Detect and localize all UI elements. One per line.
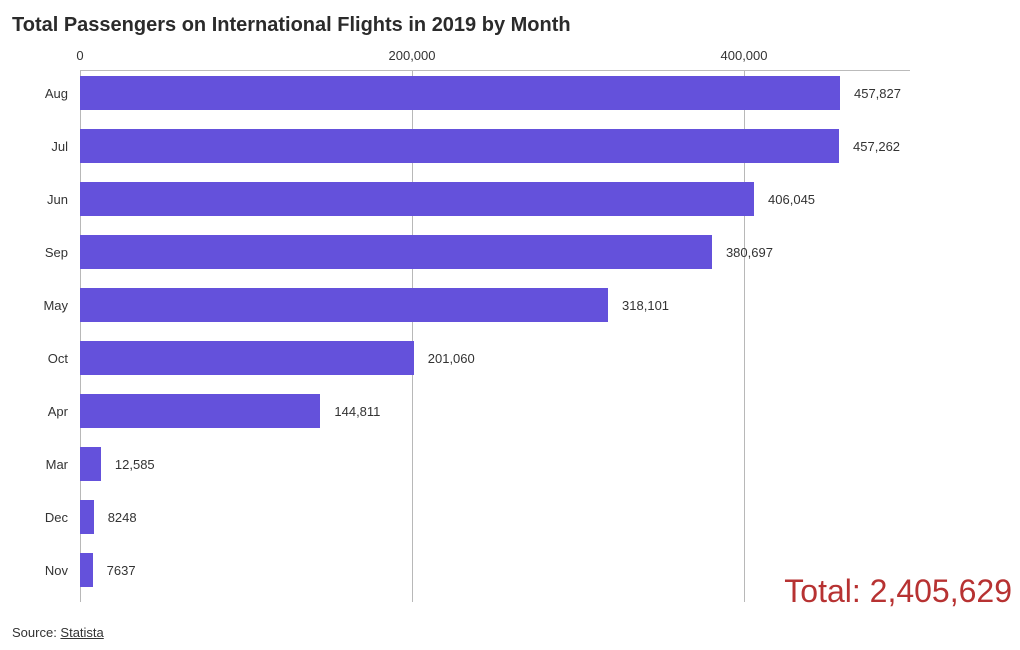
bar: [80, 235, 712, 269]
bar: [80, 182, 754, 216]
bar-value-label: 8248: [108, 510, 137, 525]
y-category-label: Apr: [48, 404, 80, 419]
y-category-label: Mar: [46, 457, 80, 472]
bar: [80, 341, 414, 375]
x-tick-label: 200,000: [389, 48, 436, 63]
bar-value-label: 12,585: [115, 457, 155, 472]
y-category-label: Jun: [47, 192, 80, 207]
bar: [80, 500, 94, 534]
bar-row: Oct201,060: [80, 341, 910, 375]
y-category-label: Jul: [51, 139, 80, 154]
bar: [80, 288, 608, 322]
y-category-label: Sep: [45, 245, 80, 260]
x-axis: 0200,000400,000: [80, 48, 910, 66]
bar-value-label: 201,060: [428, 351, 475, 366]
y-category-label: Aug: [45, 86, 80, 101]
source-prefix: Source:: [12, 625, 60, 640]
bar-value-label: 406,045: [768, 192, 815, 207]
y-category-label: Oct: [48, 351, 80, 366]
plot-area: Aug457,827 Jul457,262 Jun406,045 Sep380,697…: [80, 70, 910, 602]
bar-value-label: 318,101: [622, 298, 669, 313]
x-tick-label: 0: [76, 48, 83, 63]
total-annotation: Total: 2,405,629: [784, 573, 1012, 610]
bar: [80, 447, 101, 481]
y-category-label: May: [43, 298, 80, 313]
bar-row: Sep380,697: [80, 235, 910, 269]
bar-value-label: 144,811: [334, 404, 380, 419]
bar-row: Jul457,262: [80, 129, 910, 163]
y-category-label: Dec: [45, 510, 80, 525]
bar-value-label: 7637: [107, 563, 136, 578]
bar-value-label: 457,827: [854, 86, 901, 101]
bar-row: Jun406,045: [80, 182, 910, 216]
source: Source: Statista: [12, 625, 104, 640]
bar: [80, 129, 839, 163]
bar: [80, 553, 93, 587]
bar-row: May318,101: [80, 288, 910, 322]
bar-row: Aug457,827: [80, 76, 910, 110]
bar: [80, 76, 840, 110]
bar-row: Mar12,585: [80, 447, 910, 481]
y-category-label: Nov: [45, 563, 80, 578]
source-link[interactable]: Statista: [60, 625, 103, 640]
bar-value-label: 380,697: [726, 245, 773, 260]
bar: [80, 394, 320, 428]
bar-value-label: 457,262: [853, 139, 900, 154]
chart-title: Total Passengers on International Flight…: [12, 14, 571, 37]
bar-row: Dec8248: [80, 500, 910, 534]
bar-row: Apr144,811: [80, 394, 910, 428]
x-tick-label: 400,000: [721, 48, 768, 63]
